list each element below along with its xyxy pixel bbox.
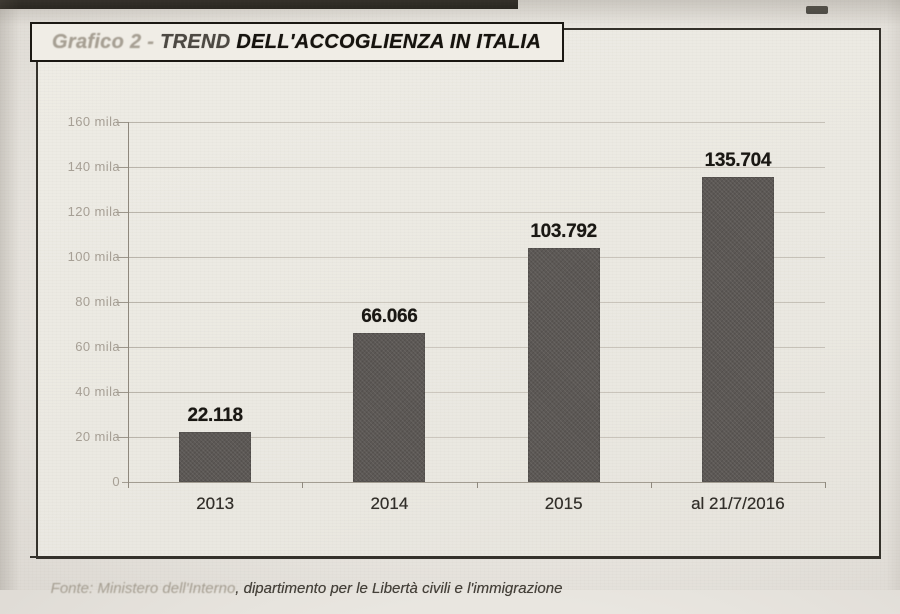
y-tick-label: 60 mila xyxy=(75,339,120,354)
category-label: 2015 xyxy=(544,494,583,513)
gridline xyxy=(128,347,825,348)
y-tick-label: 140 mila xyxy=(67,159,120,174)
y-tick-label: 40 mila xyxy=(75,384,120,399)
bar xyxy=(527,248,600,482)
y-tick xyxy=(116,167,128,168)
boundary-tick xyxy=(128,482,129,488)
category-label: al 21/7/2016 xyxy=(691,494,785,513)
boundary-tick xyxy=(650,482,652,488)
y-tick xyxy=(116,347,128,348)
x-axis-baseline xyxy=(122,482,825,483)
bar-value-label: 135.704 xyxy=(704,149,772,171)
gridline xyxy=(128,302,825,303)
y-tick-label: 100 mila xyxy=(67,249,120,264)
scan-mark xyxy=(806,6,828,14)
y-tick-label: 160 mila xyxy=(67,114,120,129)
chart-frame: 0 20 mila 40 mila 60 mila 80 mila 100 mila 120… xyxy=(36,28,881,559)
gridline xyxy=(128,212,825,213)
category-label: 2014 xyxy=(370,494,409,513)
bar xyxy=(701,176,774,482)
boundary-tick xyxy=(302,482,304,488)
bar-value-label: 66.066 xyxy=(361,306,418,328)
category-label: 2013 xyxy=(196,494,235,513)
scan-top-bar xyxy=(0,0,518,9)
source-note-faded: Fonte: Ministero dell'Interno xyxy=(50,580,236,597)
gridline xyxy=(128,437,825,438)
y-axis-line xyxy=(128,122,129,482)
y-tick-label: 120 mila xyxy=(67,204,120,219)
y-tick xyxy=(116,392,128,393)
y-tick xyxy=(116,302,128,303)
y-tick xyxy=(116,122,128,123)
y-tick xyxy=(116,437,128,438)
chart-title-prefix: Grafico 2 - xyxy=(52,30,161,53)
y-tick-label: 20 mila xyxy=(75,429,120,444)
bar-value-label: 22.118 xyxy=(187,405,243,427)
gridline xyxy=(128,257,825,258)
source-note-main: , dipartimento per le Libertà civili e l… xyxy=(235,580,563,597)
chart-title-word: TREND xyxy=(160,30,231,53)
y-tick-label: 80 mila xyxy=(75,294,120,309)
source-note: Fonte: Ministero dell'Interno, dipartime… xyxy=(34,563,563,614)
gridline xyxy=(128,167,825,168)
y-tick xyxy=(116,257,128,258)
gridline xyxy=(128,392,825,393)
chart-title-main: DELL'ACCOGLIENZA IN ITALIA xyxy=(230,30,542,53)
boundary-tick xyxy=(825,482,826,488)
footer-rule xyxy=(30,556,881,558)
bar-value-label: 103.792 xyxy=(530,221,597,243)
bar xyxy=(179,432,252,482)
y-tick xyxy=(116,212,128,213)
plot-area: 0 20 mila 40 mila 60 mila 80 mila 100 mila 120… xyxy=(38,30,879,557)
gridline xyxy=(128,122,825,123)
chart-title-box: Grafico 2 - TREND DELL'ACCOGLIENZA IN IT… xyxy=(30,22,564,62)
bar xyxy=(353,333,426,482)
boundary-tick xyxy=(476,482,478,488)
y-tick-label: 0 xyxy=(112,474,120,489)
